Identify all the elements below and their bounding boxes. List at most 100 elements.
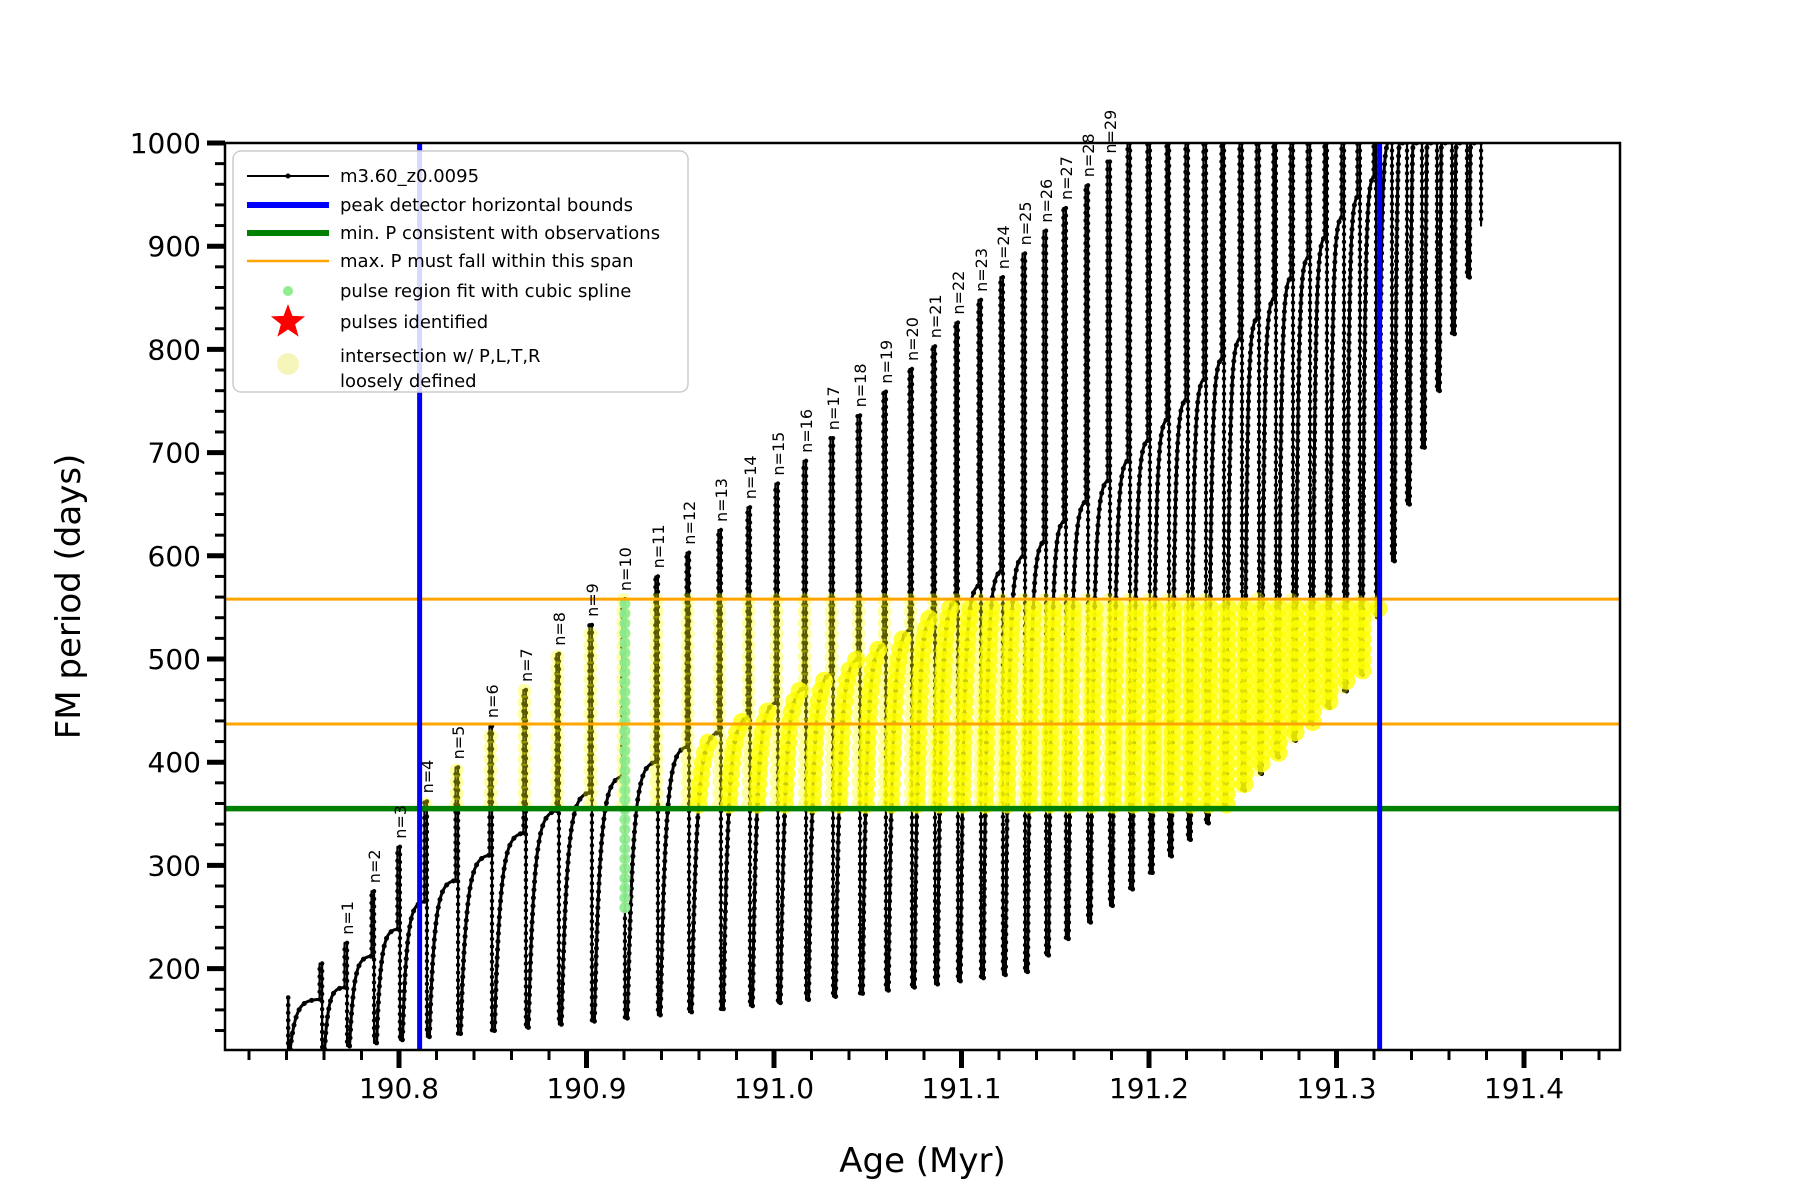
- spline-fit-dot: [619, 686, 631, 698]
- legend-entry: intersection w/ P,L,T,R loosely defined: [277, 346, 541, 392]
- intersection-dot: [797, 649, 812, 664]
- intersection-dot: [769, 684, 784, 698]
- x-tick-label: 190.8: [359, 1072, 439, 1105]
- intersection-dot: [1253, 599, 1272, 618]
- series-drop-dots: [653, 574, 661, 1018]
- series-rise: [1345, 195, 1359, 693]
- intersection-dot: [680, 638, 695, 653]
- intersection-dot: [712, 706, 727, 721]
- pulse-label-n26: n=26: [1037, 179, 1056, 223]
- pulse-label-n21: n=21: [926, 294, 945, 338]
- intersection-dot: [824, 661, 839, 676]
- series-drop-dots: [1371, 143, 1379, 620]
- intersection-dot: [550, 649, 565, 664]
- series-dot-icon: [285, 173, 291, 179]
- intersection-dot: [824, 604, 839, 619]
- intersection-dot: [649, 752, 664, 767]
- series-drop-dots: [422, 799, 430, 1039]
- intersection-dot: [449, 774, 464, 789]
- spline-fit-dot: [619, 882, 631, 894]
- pulse-label-n25: n=25: [1016, 201, 1035, 245]
- intersection-dot: [517, 763, 532, 778]
- series-rise-dots: [492, 830, 526, 1033]
- intersection-dot: [449, 786, 464, 801]
- series-rise-dots: [347, 953, 374, 1049]
- intersection-dot: [517, 695, 532, 710]
- intersection-dot: [741, 604, 756, 619]
- legend-label: min. P consistent with observations: [340, 223, 660, 244]
- series-drop-dots: [907, 366, 915, 990]
- series-rise-dots: [1259, 296, 1276, 777]
- legend-box: [232, 150, 689, 393]
- series-rise-dots: [1326, 214, 1344, 710]
- intersection-dot: [824, 627, 839, 642]
- intersection-dot: [583, 695, 598, 710]
- intersection-dot: [961, 599, 980, 618]
- series-rise-dots: [322, 984, 347, 1050]
- legend-label: intersection w/ P,L,T,R: [340, 346, 541, 367]
- pulse-label-n1: n=1: [338, 901, 357, 935]
- series-drop-dots: [1447, 143, 1455, 337]
- intersection-dot: [877, 615, 892, 630]
- intersection-dot: [680, 661, 695, 676]
- pulse-label-n9: n=9: [583, 583, 602, 617]
- intersection-dot: [847, 651, 866, 669]
- intersection-dot: [1044, 599, 1063, 618]
- intersection-dot: [741, 638, 756, 653]
- intersection-dot: [583, 763, 598, 778]
- pulse-label-n7: n=7: [517, 648, 536, 682]
- intersection-dot: [1064, 599, 1083, 618]
- series-rise-dots: [591, 773, 625, 1024]
- intersection-dot: [1164, 599, 1183, 618]
- pulse-label-n20: n=20: [903, 317, 922, 361]
- series-rise-dots: [374, 926, 400, 1046]
- intersection-dot: [583, 752, 598, 767]
- intersection-dot: [815, 671, 834, 690]
- y-axis-label: FM period (days): [49, 454, 89, 740]
- pulse-label-n17: n=17: [824, 386, 843, 430]
- series-drop-dots: [1462, 143, 1470, 280]
- pulse-label-n11: n=11: [649, 524, 668, 568]
- series-drop-dots: [855, 413, 863, 996]
- intersection-dot: [517, 684, 532, 698]
- intersection-dot: [1183, 599, 1202, 618]
- pulse-label-n6: n=6: [483, 684, 502, 718]
- intersection-dot: [649, 604, 664, 619]
- legend-entry: pulses identified: [270, 304, 488, 337]
- intersection-dot: [1024, 599, 1043, 618]
- series-rise: [348, 954, 373, 1048]
- series-drop-dots: [1183, 143, 1191, 842]
- x-tick-label: 191.1: [921, 1072, 1001, 1105]
- series-rise-dots: [1293, 255, 1310, 743]
- intersection-dot: [903, 604, 918, 619]
- series-drop-dots: [342, 940, 350, 1049]
- series-drop-dots: [1432, 143, 1440, 393]
- pulse-label-n5: n=5: [449, 726, 468, 760]
- intersection-dot: [877, 627, 892, 642]
- series-drop-dots: [1201, 143, 1209, 826]
- series-rise-dots: [458, 852, 492, 1037]
- intersection-dot: [824, 615, 839, 630]
- series-drop-dots: [716, 527, 724, 1012]
- x-tick-label: 191.3: [1296, 1072, 1376, 1105]
- intersection-dot: [1145, 599, 1164, 618]
- spline-fit-dot: [619, 725, 631, 737]
- x-tick-label: 191.4: [1484, 1072, 1564, 1105]
- spline-fit-dot: [619, 833, 631, 845]
- intersection-dot: [712, 661, 727, 676]
- series-drop-dots: [745, 505, 753, 1008]
- ticks: 190.8 190.9 191.0 191.1 191.2 191.3 191.4 200 30…: [130, 127, 1601, 1105]
- intersection-dot: [649, 627, 664, 642]
- intersection-dot: [1321, 599, 1339, 618]
- spline-fit-dot: [619, 755, 631, 767]
- spline-fit-dot: [619, 617, 631, 629]
- x-tick-label: 191.0: [734, 1072, 814, 1105]
- spline-fit-dot: [619, 735, 631, 747]
- pulse-label-n22: n=22: [949, 271, 968, 315]
- series-rise-dots: [1224, 336, 1242, 810]
- pulse-label-n28: n=28: [1079, 133, 1098, 177]
- spline-fit-dot: [619, 784, 631, 796]
- intersection-dot: [583, 649, 598, 664]
- spline-fit-dot: [619, 608, 631, 620]
